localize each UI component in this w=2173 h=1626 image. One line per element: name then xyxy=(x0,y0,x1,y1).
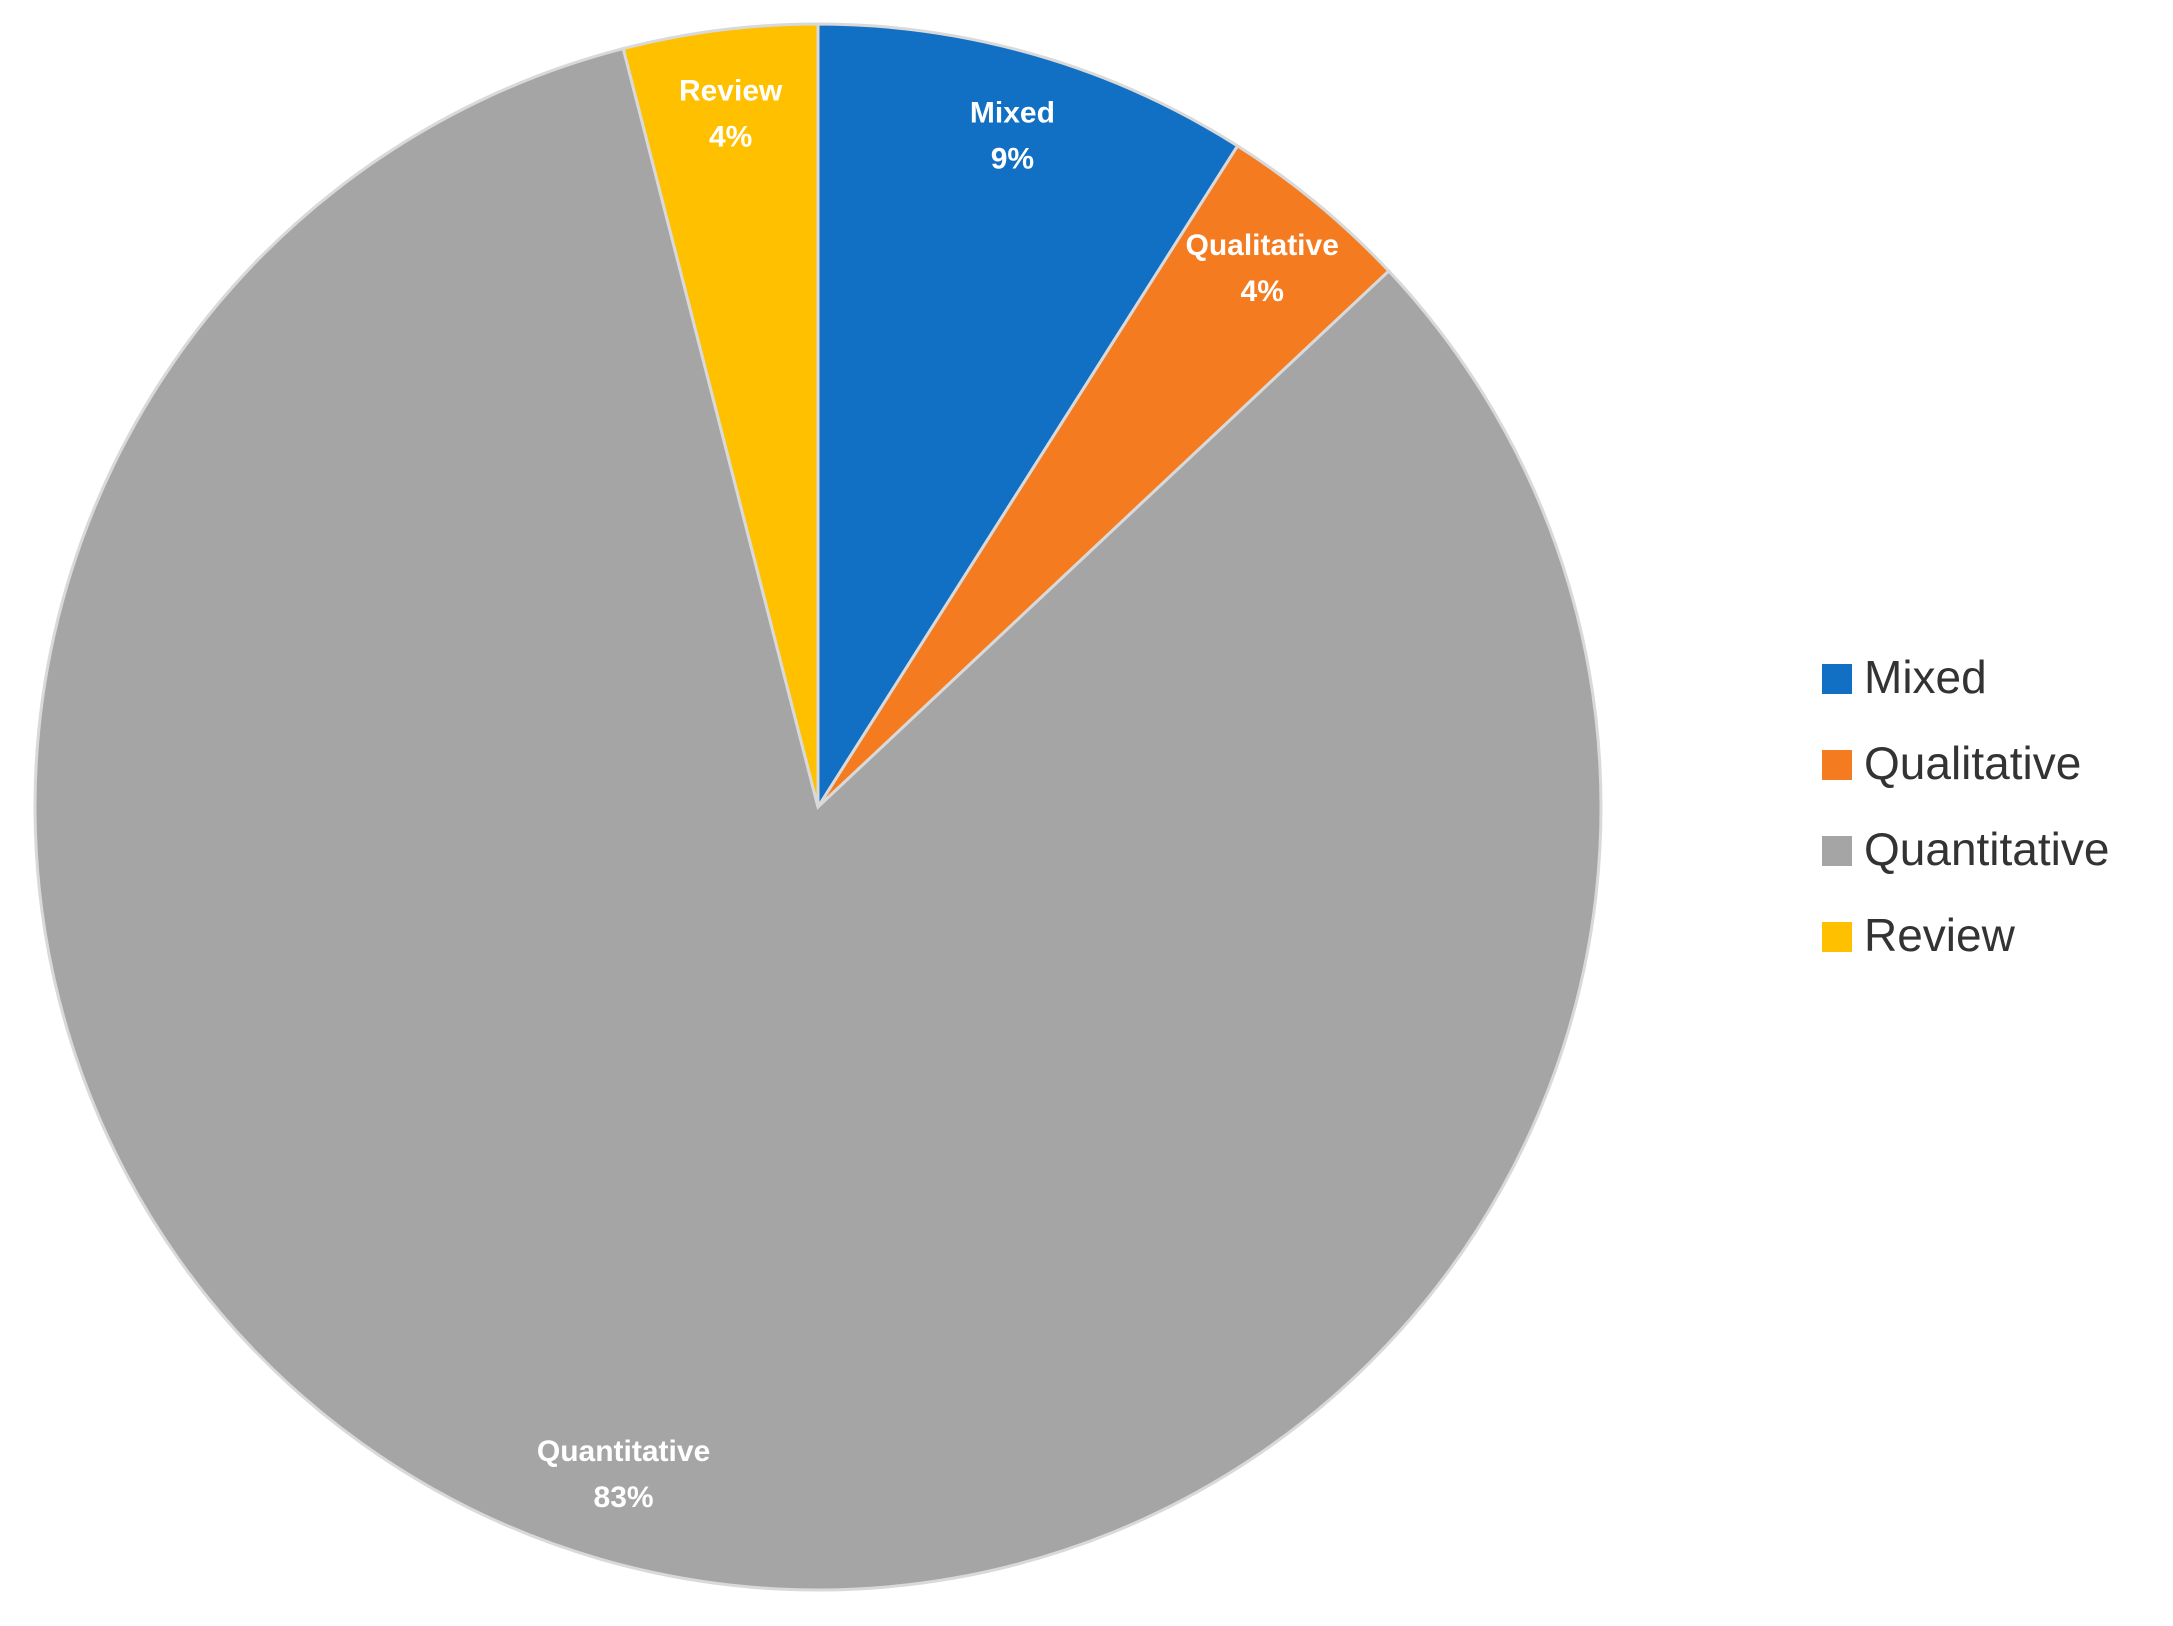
legend-label: Qualitative xyxy=(1864,737,2081,789)
pie-slice xyxy=(33,46,1603,1592)
legend-label: Quantitative xyxy=(1864,823,2109,875)
slice-category-label: Quantitative xyxy=(537,1435,710,1468)
legend-swatch xyxy=(1822,750,1852,780)
legend-swatch xyxy=(1822,922,1852,952)
legend-swatch xyxy=(1822,836,1852,866)
legend-label: Mixed xyxy=(1864,651,1987,703)
slice-value-label: 83% xyxy=(594,1481,654,1514)
slice-value-label: 9% xyxy=(991,143,1034,176)
slice-category-label: Mixed xyxy=(970,97,1055,130)
slice-category-label: Qualitative xyxy=(1186,229,1339,262)
pie-slice xyxy=(816,143,1391,809)
slice-category-label: Review xyxy=(679,75,783,108)
pie-slice xyxy=(816,22,1240,813)
slice-value-label: 4% xyxy=(709,121,752,154)
pie-slice xyxy=(621,22,820,808)
legend-swatch xyxy=(1822,664,1852,694)
slice-value-label: 4% xyxy=(1241,275,1284,308)
legend-label: Review xyxy=(1864,909,2016,961)
